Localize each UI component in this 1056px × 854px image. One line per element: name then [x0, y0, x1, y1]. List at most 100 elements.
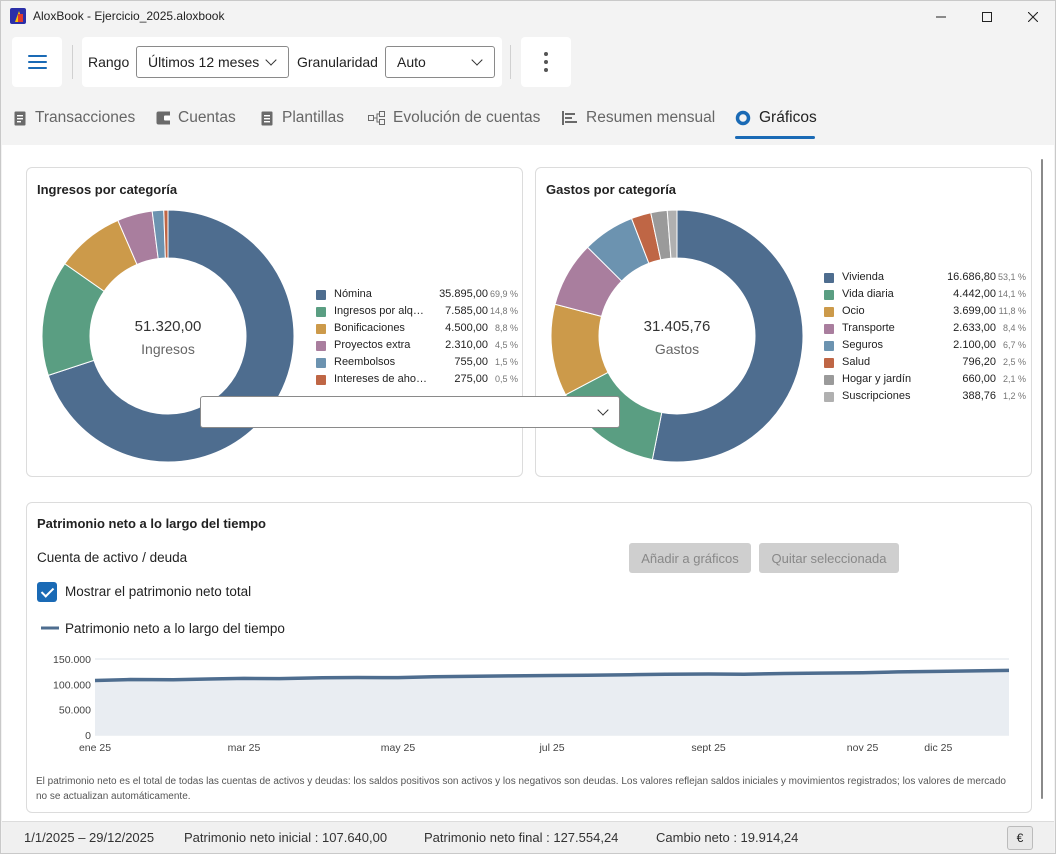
legend-swatch: [824, 341, 834, 351]
legend-percent: 8,4 %: [1002, 323, 1026, 333]
window-title: AloxBook - Ejercicio_2025.aloxbook: [33, 9, 225, 23]
account-select[interactable]: [200, 396, 620, 428]
legend-swatch: [316, 375, 326, 385]
filter-panel: Rango Últimos 12 meses Granularidad Auto: [82, 37, 502, 87]
legend-label: Vida diaria: [842, 288, 894, 300]
legend-value: 7.585,00: [445, 305, 488, 317]
legend-item: Ingresos por alquiler 7.585,00 14,8 %: [316, 304, 518, 321]
legend-swatch: [824, 358, 834, 368]
tab-evolucion-cuentas[interactable]: Evolución de cuentas: [368, 97, 540, 139]
more-options-button[interactable]: [521, 37, 571, 87]
tab-bar: Transacciones Cuentas Plantillas Evoluci…: [1, 97, 1055, 139]
expenses-total-value: 31.405,76: [643, 318, 711, 335]
list-icon: [562, 110, 578, 126]
legend-item: Intereses de ahorro 275,00 0,5 %: [316, 372, 518, 389]
legend-item: Nómina 35.895,00 69,9 %: [316, 287, 518, 304]
legend-percent: 53,1 %: [997, 272, 1026, 282]
legend-item: Reembolsos 755,00 1,5 %: [316, 355, 518, 372]
maximize-button[interactable]: [964, 1, 1010, 32]
legend-percent: 14,8 %: [489, 306, 518, 316]
toolbar-divider: [510, 45, 511, 79]
chevron-down-icon: [597, 404, 609, 416]
wallet-icon: [156, 110, 170, 126]
tab-transacciones[interactable]: Transacciones: [13, 97, 135, 139]
legend-value: 388,76: [962, 390, 996, 402]
donut-slice: [666, 210, 678, 259]
granularity-select[interactable]: Auto: [385, 46, 495, 78]
vertical-scrollbar[interactable]: [1041, 159, 1043, 799]
tab-label: Cuentas: [178, 109, 236, 126]
x-tick-label: sept 25: [691, 742, 726, 754]
close-icon: [1028, 11, 1038, 22]
title-bar: AloxBook - Ejercicio_2025.aloxbook: [1, 1, 1055, 32]
close-button[interactable]: [1010, 1, 1055, 32]
range-label: Rango: [88, 54, 130, 70]
tab-cuentas[interactable]: Cuentas: [156, 97, 236, 139]
maximize-icon: [982, 11, 992, 22]
legend-value: 660,00: [962, 373, 996, 385]
legend-label: Nómina: [334, 288, 372, 300]
show-total-checkbox[interactable]: [37, 582, 57, 602]
legend-percent: 11,8 %: [998, 306, 1026, 316]
legend-percent: 2,1 %: [1002, 374, 1026, 384]
expenses-card: Gastos por categoría 31.405,76 Gastos Vi…: [535, 167, 1032, 477]
template-icon: [260, 110, 274, 126]
legend-label: Intereses de ahorro: [334, 373, 428, 385]
expenses-total: 31.405,76 Gastos: [617, 318, 737, 357]
legend-swatch: [824, 273, 834, 283]
tab-graficos[interactable]: Gráficos: [735, 97, 817, 139]
legend-value: 796,20: [962, 356, 996, 368]
more-vertical-icon: [544, 52, 548, 56]
legend-label: Ocio: [842, 305, 865, 317]
initial-networth: Patrimonio neto inicial : 107.640,00: [184, 830, 388, 845]
legend-swatch: [824, 324, 834, 334]
tab-plantillas[interactable]: Plantillas: [260, 97, 344, 139]
legend-item: Vivienda 16.686,80 53,1 %: [824, 270, 1026, 287]
income-title: Ingresos por categoría: [37, 182, 178, 197]
legend-value: 2.310,00: [445, 339, 488, 351]
legend-percent: 2,5 %: [1002, 357, 1026, 367]
legend-value: 3.699,00: [953, 305, 996, 317]
tab-label: Transacciones: [35, 109, 136, 126]
tab-resumen-mensual[interactable]: Resumen mensual: [562, 97, 715, 139]
legend-swatch: [824, 307, 834, 317]
minimize-button[interactable]: [918, 1, 964, 32]
income-total-label: Ingresos: [141, 341, 195, 357]
legend-percent: 0,5 %: [494, 374, 518, 384]
legend-label: Bonificaciones: [334, 322, 405, 334]
net-change: Cambio neto : 19.914,24: [656, 830, 799, 845]
range-select[interactable]: Últimos 12 meses: [136, 46, 289, 78]
income-total: 51.320,00 Ingresos: [108, 318, 228, 357]
flow-icon: [368, 110, 385, 126]
show-total-label: Mostrar el patrimonio neto total: [65, 584, 252, 599]
legend-label: Hogar y jardín: [842, 373, 912, 385]
final-networth: Patrimonio neto final : 127.554,24: [424, 830, 619, 845]
legend-label: Salud: [842, 356, 871, 368]
series-line: [94, 668, 1010, 683]
legend-label: Transporte: [842, 322, 895, 334]
currency-button[interactable]: €: [1007, 826, 1033, 850]
legend-swatch: [316, 307, 326, 317]
series-area: [95, 670, 1009, 735]
x-tick-label: nov 25: [847, 742, 879, 754]
toolbar-divider: [72, 45, 73, 79]
range-select-value: Últimos 12 meses: [148, 54, 260, 70]
income-legend: Nómina 35.895,00 69,9 % Ingresos por alquil…: [316, 287, 518, 389]
menu-button[interactable]: [12, 37, 62, 87]
tab-label: Evolución de cuentas: [393, 109, 541, 126]
legend-item: Seguros 2.100,00 6,7 %: [824, 338, 1026, 355]
legend-swatch: [316, 290, 326, 300]
legend-label: Reembolsos: [334, 356, 396, 368]
legend-value: 16.686,80: [947, 271, 996, 283]
toolbar: Rango Últimos 12 meses Granularidad Auto: [1, 32, 1055, 92]
chevron-down-icon: [265, 54, 277, 66]
add-to-charts-button[interactable]: Añadir a gráficos: [629, 543, 751, 573]
legend-swatch: [824, 375, 834, 385]
y-tick-label: 0: [85, 730, 91, 742]
legend-swatch: [316, 324, 326, 334]
tab-label: Resumen mensual: [586, 109, 716, 126]
remove-selected-button[interactable]: Quitar seleccionada: [759, 543, 899, 573]
legend-percent: 8,8 %: [494, 323, 518, 333]
expenses-title: Gastos por categoría: [546, 182, 677, 197]
income-total-value: 51.320,00: [134, 318, 202, 335]
